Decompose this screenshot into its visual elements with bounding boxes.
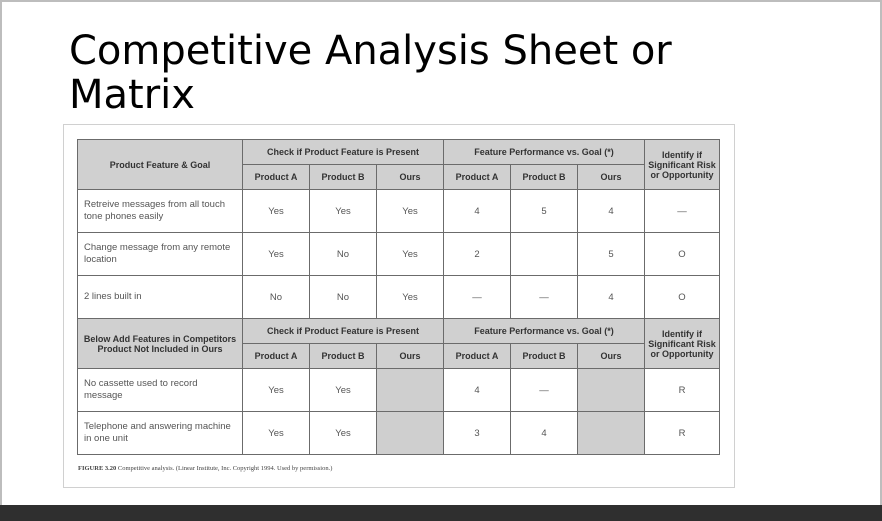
competitive-matrix-table: Product Feature & Goal Check if Product … bbox=[77, 139, 720, 455]
competitor-feature-header: Below Add Features in Competitors Produc… bbox=[77, 318, 243, 369]
value-cell: 3 bbox=[443, 411, 511, 455]
col-header: Ours bbox=[577, 343, 645, 369]
risk-header: Identify if Significant Risk or Opportun… bbox=[644, 318, 720, 369]
caption-text: Competitive analysis. (Linear Institute,… bbox=[117, 465, 333, 472]
value-cell: — bbox=[510, 275, 578, 319]
present-group-header: Check if Product Feature is Present bbox=[242, 318, 444, 344]
col-header: Product A bbox=[242, 343, 310, 369]
section-competitor-features: Below Add Features in Competitors Produc… bbox=[77, 318, 720, 455]
value-cell: Yes bbox=[309, 368, 377, 412]
value-cell: 4 bbox=[510, 411, 578, 455]
value-cell: 4 bbox=[577, 189, 645, 233]
value-cell: — bbox=[443, 275, 511, 319]
col-header: Product B bbox=[309, 164, 377, 190]
caption-label: FIGURE 3.20 bbox=[78, 465, 117, 472]
value-cell: — bbox=[510, 368, 578, 412]
empty-cell bbox=[376, 368, 444, 412]
risk-cell: — bbox=[644, 189, 720, 233]
col-header: Product B bbox=[309, 343, 377, 369]
feature-header: Product Feature & Goal bbox=[77, 139, 243, 190]
risk-header: Identify if Significant Risk or Opportun… bbox=[644, 139, 720, 190]
bottom-bar bbox=[0, 505, 882, 521]
empty-cell bbox=[577, 411, 645, 455]
value-cell: 5 bbox=[577, 232, 645, 276]
value-cell: Yes bbox=[376, 232, 444, 276]
feature-cell: Telephone and answering machine in one u… bbox=[77, 411, 243, 455]
slide-title: Competitive Analysis Sheet or Matrix bbox=[69, 28, 672, 118]
value-cell: No bbox=[242, 275, 310, 319]
value-cell: No bbox=[309, 232, 377, 276]
slide-left-border bbox=[0, 0, 2, 505]
value-cell: 4 bbox=[577, 275, 645, 319]
performance-group-header: Feature Performance vs. Goal (*) bbox=[443, 139, 645, 165]
risk-cell: R bbox=[644, 368, 720, 412]
value-cell: Yes bbox=[242, 189, 310, 233]
value-cell: Yes bbox=[242, 411, 310, 455]
slide-top-border bbox=[0, 0, 882, 2]
col-header: Ours bbox=[577, 164, 645, 190]
table-row: No cassette used to record message Yes Y… bbox=[77, 368, 720, 412]
slide-right-border bbox=[880, 0, 882, 505]
empty-cell bbox=[376, 411, 444, 455]
risk-cell: O bbox=[644, 275, 720, 319]
feature-cell: 2 lines built in bbox=[77, 275, 243, 319]
col-header: Ours bbox=[376, 164, 444, 190]
risk-cell: R bbox=[644, 411, 720, 455]
col-header: Product B bbox=[510, 164, 578, 190]
empty-cell bbox=[577, 368, 645, 412]
value-cell: 4 bbox=[443, 368, 511, 412]
value-cell: Yes bbox=[376, 189, 444, 233]
col-header: Product A bbox=[242, 164, 310, 190]
value-cell: Yes bbox=[309, 189, 377, 233]
value-cell: 2 bbox=[443, 232, 511, 276]
col-header: Product A bbox=[443, 343, 511, 369]
present-group-header: Check if Product Feature is Present bbox=[242, 139, 444, 165]
value-cell: Yes bbox=[376, 275, 444, 319]
figure-caption: FIGURE 3.20 Competitive analysis. (Linea… bbox=[78, 465, 332, 472]
value-cell: Yes bbox=[242, 232, 310, 276]
value-cell: No bbox=[309, 275, 377, 319]
col-header: Ours bbox=[376, 343, 444, 369]
risk-cell: O bbox=[644, 232, 720, 276]
value-cell: Yes bbox=[309, 411, 377, 455]
table-row: Retreive messages from all touch tone ph… bbox=[77, 189, 720, 233]
value-cell bbox=[510, 232, 578, 276]
table-row: Telephone and answering machine in one u… bbox=[77, 411, 720, 455]
table-row: 2 lines built in No No Yes — — 4 O bbox=[77, 275, 720, 319]
figure-image: Product Feature & Goal Check if Product … bbox=[63, 124, 735, 488]
value-cell: 5 bbox=[510, 189, 578, 233]
table-row: Change message from any remote location … bbox=[77, 232, 720, 276]
feature-cell: No cassette used to record message bbox=[77, 368, 243, 412]
feature-cell: Retreive messages from all touch tone ph… bbox=[77, 189, 243, 233]
feature-cell: Change message from any remote location bbox=[77, 232, 243, 276]
performance-group-header: Feature Performance vs. Goal (*) bbox=[443, 318, 645, 344]
value-cell: 4 bbox=[443, 189, 511, 233]
col-header: Product A bbox=[443, 164, 511, 190]
section-current-features: Product Feature & Goal Check if Product … bbox=[77, 139, 720, 319]
col-header: Product B bbox=[510, 343, 578, 369]
value-cell: Yes bbox=[242, 368, 310, 412]
